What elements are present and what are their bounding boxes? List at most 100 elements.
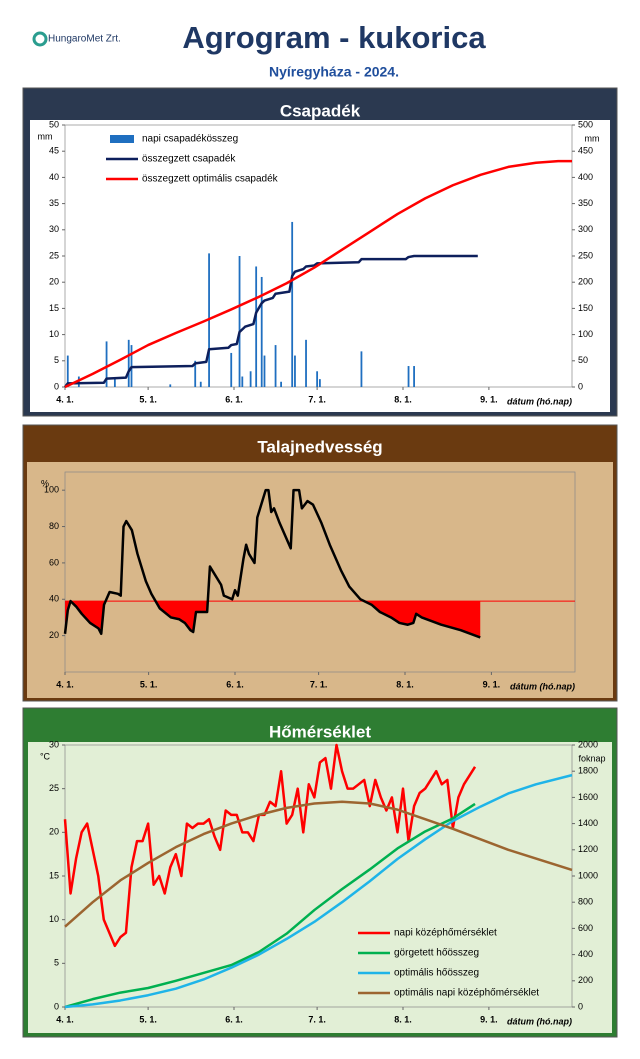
y2-tick-label: 200 <box>578 975 593 985</box>
line <box>63 743 477 948</box>
y-tick-label: 0 <box>54 381 59 391</box>
plot-area <box>64 744 573 1008</box>
bar <box>169 384 172 387</box>
x-axis-label: dátum (hó.nap) <box>507 396 572 406</box>
y2-tick-label: 800 <box>578 897 593 907</box>
y2-tick-label: 0 <box>578 1001 583 1011</box>
y2-tick-label: 150 <box>578 303 593 313</box>
y2-tick-label: 0 <box>578 381 583 391</box>
y2-tick-label: 400 <box>578 172 593 182</box>
bar <box>230 352 233 387</box>
y2-tick-label: 350 <box>578 198 593 208</box>
legend-swatch <box>110 135 134 143</box>
bar <box>105 341 108 387</box>
bar <box>280 381 282 387</box>
legend-label: összegzett csapadék <box>142 154 236 165</box>
line <box>64 800 573 928</box>
x-tick-label: 7. 1. <box>308 394 326 404</box>
legend-label: görgetett hőösszeg <box>394 948 479 959</box>
y-tick-label: 15 <box>49 303 59 313</box>
y2-tick-label: 1600 <box>578 792 598 802</box>
bar <box>305 339 307 387</box>
y-tick-label: 50 <box>49 119 59 129</box>
y-tick-label: 25 <box>49 250 59 260</box>
y-tick-label: 25 <box>49 783 59 793</box>
y2-axis-label: mm <box>585 133 600 143</box>
x-tick-label: 7. 1. <box>308 1014 326 1024</box>
y-tick-label: 5 <box>54 355 59 365</box>
logo-text: HungaroMet Zrt. <box>48 34 121 45</box>
y2-tick-label: 2000 <box>578 739 598 749</box>
y2-tick-label: 450 <box>578 146 593 156</box>
bar <box>249 371 252 387</box>
y2-tick-label: 200 <box>578 277 593 287</box>
bar <box>199 381 202 387</box>
y2-tick-label: 300 <box>578 224 593 234</box>
bar <box>66 355 69 387</box>
bar <box>407 366 410 387</box>
chart-title: Talajnedvesség <box>257 437 382 456</box>
bar <box>194 360 197 387</box>
bar <box>318 379 321 387</box>
bar <box>360 351 363 387</box>
x-tick-label: 6. 1. <box>225 394 243 404</box>
chart-title: Csapadék <box>280 101 361 120</box>
y-axis-label: % <box>41 478 49 488</box>
x-tick-label: 4. 1. <box>56 679 74 689</box>
x-tick-label: 6. 1. <box>225 1014 243 1024</box>
y-tick-label: 80 <box>49 521 59 531</box>
y-tick-label: 20 <box>49 630 59 640</box>
legend-label: optimális napi középhőmérséklet <box>394 988 539 999</box>
y2-tick-label: 1800 <box>578 766 598 776</box>
x-tick-label: 4. 1. <box>56 1014 74 1024</box>
logo-icon <box>32 31 48 47</box>
chart-panel: Hőmérséklet 0 5 10 15 20 25 30 0 200 400 600 800 1000… <box>22 707 618 1038</box>
line <box>63 488 481 639</box>
bar <box>413 366 415 387</box>
bar <box>316 371 319 387</box>
bar <box>294 355 296 387</box>
chart-panel: Csapadék05101520253035404550050100150200… <box>22 87 618 417</box>
x-tick-label: 4. 1. <box>56 394 74 404</box>
x-tick-label: 9. 1. <box>480 394 498 404</box>
x-tick-label: 9. 1. <box>483 679 501 689</box>
legend-label: optimális hőösszeg <box>394 968 479 979</box>
deficit-area <box>65 601 481 638</box>
y2-tick-label: 400 <box>578 949 593 959</box>
y-axis-label: mm <box>38 131 53 141</box>
page-subtitle: Nyíregyháza - 2024. <box>269 64 399 80</box>
y-axis-label: °C <box>40 751 51 761</box>
y-tick-label: 40 <box>49 172 59 182</box>
y-tick-label: 5 <box>54 958 59 968</box>
bar <box>291 221 294 387</box>
x-axis-label: dátum (hó.nap) <box>507 1016 572 1026</box>
y2-tick-label: 250 <box>578 250 593 260</box>
plot-area <box>64 471 576 673</box>
y2-tick-label: 500 <box>578 119 593 129</box>
y-tick-label: 20 <box>49 277 59 287</box>
x-tick-label: 7. 1. <box>310 679 328 689</box>
line <box>64 159 572 389</box>
line <box>64 254 478 388</box>
y-tick-label: 10 <box>49 914 59 924</box>
legend-label: napi csapadékösszeg <box>142 134 238 145</box>
line <box>64 773 573 1009</box>
legend-label: összegzett optimális csapadék <box>142 174 279 185</box>
x-tick-label: 5. 1. <box>140 679 158 689</box>
x-tick-label: 5. 1. <box>139 394 157 404</box>
y2-tick-label: 1000 <box>578 870 598 880</box>
bar <box>255 266 258 387</box>
y-tick-label: 45 <box>49 146 59 156</box>
y-tick-label: 30 <box>49 224 59 234</box>
y-tick-label: 0 <box>54 1001 59 1011</box>
y-tick-label: 20 <box>49 827 59 837</box>
x-tick-label: 9. 1. <box>480 1014 498 1024</box>
y-tick-label: 40 <box>49 594 59 604</box>
y-tick-label: 100 <box>44 485 59 495</box>
chart-title: Hőmérséklet <box>269 722 371 741</box>
x-tick-label: 8. 1. <box>394 394 412 404</box>
y2-tick-label: 50 <box>578 355 588 365</box>
bar <box>113 379 116 387</box>
bar <box>260 276 263 387</box>
